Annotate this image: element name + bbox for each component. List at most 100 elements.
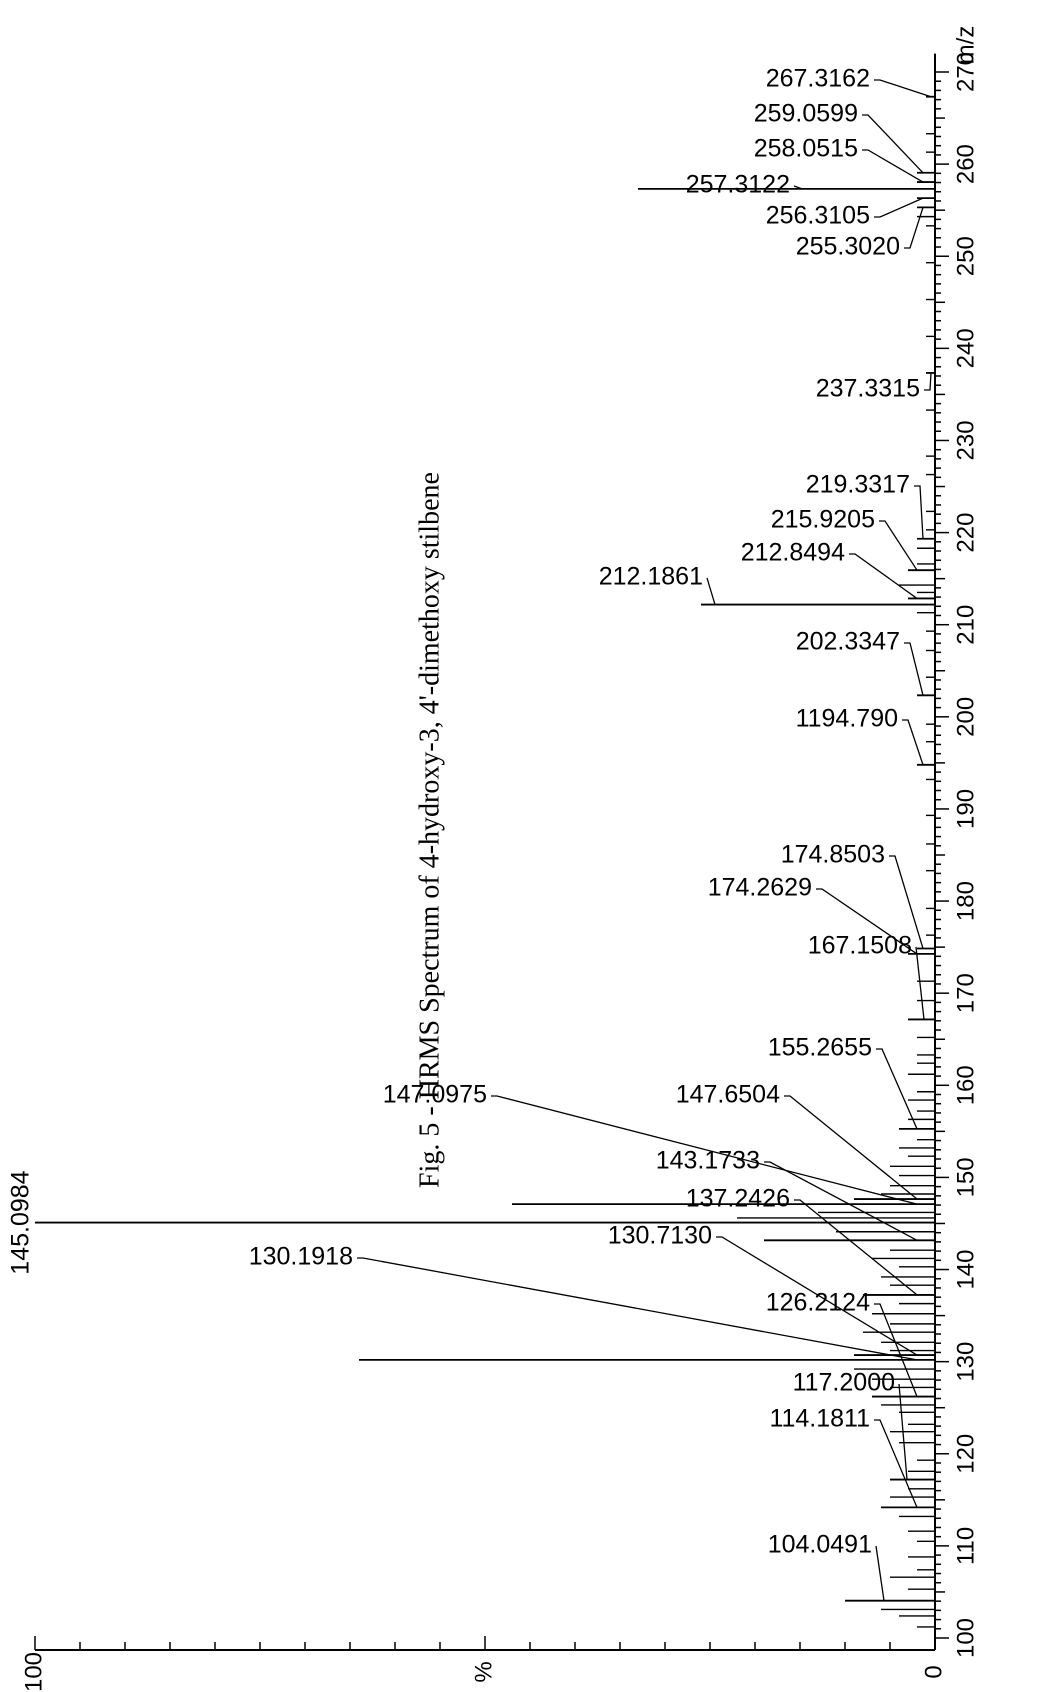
peak-label: 267.3162	[766, 65, 870, 93]
peak-label-leader	[915, 946, 925, 1020]
peak-label: 219.3317	[806, 471, 910, 499]
peak-label: 167.1508	[808, 932, 912, 960]
peak-label-leader	[764, 1161, 918, 1241]
intensity-axis-title-group: %	[470, 1661, 497, 1682]
peak-label-leader	[914, 485, 924, 539]
peak-label: 130.7130	[608, 1222, 712, 1250]
peak-label-leader	[874, 197, 924, 218]
mz-tick-label-group: 150	[952, 1157, 979, 1197]
peak-label: 1194.790	[796, 705, 898, 733]
peak-label-leader	[793, 185, 803, 190]
mz-tick-label-group: 200	[952, 697, 979, 737]
mz-tick-label-group: 110	[952, 1527, 979, 1565]
peak-label-leader	[862, 149, 924, 183]
mz-tick-label-group: 270	[952, 52, 979, 92]
mz-tick-label-group: 210	[952, 605, 979, 645]
mz-tick-label-group: 100	[952, 1618, 979, 1658]
peak-label: 147.6504	[676, 1081, 780, 1109]
mz-tick-label-group: 230	[952, 420, 979, 460]
peak-label: 257.3122	[686, 171, 790, 199]
peak-labels: 104.0491 114.1811 117.2000 126.2124 130.1918…	[7, 65, 932, 1601]
peak-label-leader	[876, 1048, 918, 1130]
peak-label: 212.1861	[599, 563, 703, 591]
peak-label: 174.2629	[708, 874, 812, 902]
mz-tick-label-group: 120	[952, 1434, 979, 1474]
peak-label: 130.1918	[249, 1243, 353, 1271]
peak-label-group: 145.0984	[7, 1170, 35, 1274]
mz-tick-label-group: 180	[952, 881, 979, 921]
peak-label-leader	[491, 1095, 918, 1205]
mz-tick-label: 210	[952, 605, 979, 645]
peak-label: 215.9205	[771, 506, 875, 534]
mz-tick-label: 250	[952, 236, 979, 276]
peak-label: 256.3105	[766, 202, 870, 230]
peak-label-leader	[904, 642, 924, 696]
mz-axis-title: m/z	[952, 26, 979, 65]
peak-label: 145.0984	[7, 1170, 35, 1274]
mz-tick-label-group: 250	[952, 236, 979, 276]
peak-label-leader	[889, 855, 924, 949]
peak-label: 255.3020	[796, 233, 900, 261]
peak-label: 126.2124	[766, 1289, 870, 1317]
mz-tick-label-group: 140	[952, 1250, 979, 1290]
peak-label-leader	[874, 79, 932, 98]
peak-label-leader	[879, 520, 918, 571]
peak-label-leader	[874, 1303, 918, 1397]
peak-label-leader	[849, 553, 918, 599]
mz-tick-label: 260	[952, 144, 979, 184]
peak-label-leader	[784, 1095, 918, 1200]
peak-label-leader	[874, 1419, 918, 1508]
mz-tick-label: 150	[952, 1157, 979, 1197]
mz-tick-label: 100	[952, 1618, 979, 1658]
mz-tick-label-group: 220	[952, 513, 979, 553]
peak-label: 258.0515	[754, 135, 858, 163]
mz-tick-label: 160	[952, 1065, 979, 1105]
intensity-tick-label-100-group: 100	[20, 1652, 47, 1692]
peak-label: 137.2426	[686, 1185, 790, 1213]
peak-label-leader	[875, 1545, 885, 1601]
peak-label: 259.0599	[754, 100, 858, 128]
mz-tick-label: 170	[952, 973, 979, 1013]
peak-label-leader	[898, 1383, 908, 1480]
title-group: Fig. 5 - HRMS Spectrum of 4-hydroxy-3, 4…	[414, 472, 445, 1188]
intensity-tick-label-0-group: 0	[920, 1665, 947, 1678]
peak-label-leader	[862, 114, 924, 174]
mz-tick-label-group: 240	[952, 328, 979, 368]
mz-tick-label: 140	[952, 1250, 979, 1290]
mz-tick-label-group: 130	[952, 1342, 979, 1382]
peak-label-leader	[716, 1236, 918, 1356]
peak-label: 143.1733	[656, 1147, 760, 1175]
peak-label-leader	[357, 1257, 918, 1361]
peak-label-leader	[904, 207, 924, 249]
peak-label: 114.1811	[769, 1405, 870, 1433]
peak-label: 104.0491	[768, 1531, 872, 1559]
mz-tick-label: 190	[952, 789, 979, 829]
mz-tick-label-group: 160	[952, 1065, 979, 1105]
mz-tick-label: 270	[952, 52, 979, 92]
mz-tick-label: 120	[952, 1434, 979, 1474]
mz-tick-label: 110	[952, 1527, 979, 1565]
peak-label-leader	[816, 888, 918, 955]
peak-label: 155.2655	[768, 1034, 872, 1062]
peak-label: 174.8503	[781, 841, 885, 869]
peak-label-leader	[924, 372, 932, 391]
mz-tick-label: 130	[952, 1342, 979, 1382]
mz-tick-label: 230	[952, 420, 979, 460]
mz-tick-label: 220	[952, 513, 979, 553]
peaks	[35, 95, 935, 1628]
intensity-axis-title: %	[470, 1661, 497, 1682]
chart-title: Fig. 5 - HRMS Spectrum of 4-hydroxy-3, 4…	[414, 472, 445, 1188]
mz-tick-label-group: 260	[952, 144, 979, 184]
peak-label-leader	[706, 577, 716, 605]
mz-tick-label: 200	[952, 697, 979, 737]
peak-label-leader	[902, 719, 924, 766]
mz-tick-label: 240	[952, 328, 979, 368]
mz-axis-title-group: m/z	[952, 26, 979, 65]
intensity-tick-label-0: 0	[920, 1665, 947, 1678]
peak-label: 202.3347	[796, 628, 900, 656]
intensity-tick-label-100: 100	[20, 1652, 47, 1692]
axes: 100 110 120 130 140 150 160 170 180 190 200 210 220 2…	[20, 26, 979, 1692]
peak-label-leader	[794, 1199, 918, 1296]
peak-label: 212.8494	[741, 539, 845, 567]
